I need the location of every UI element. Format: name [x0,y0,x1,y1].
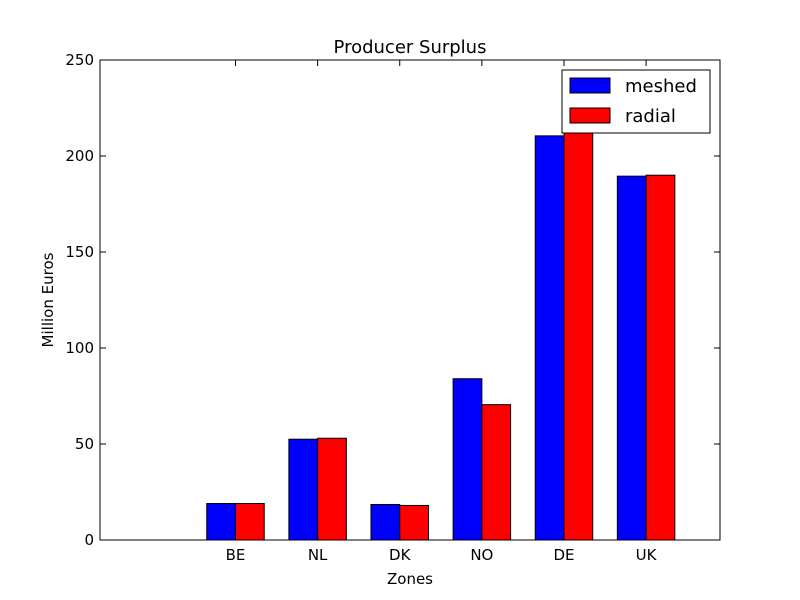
x-tick-label: DE [553,546,574,564]
x-tick-label: BE [226,546,246,564]
x-tick-label: NO [470,546,493,564]
y-tick-label: 0 [84,531,94,549]
bar-meshed-DK [370,503,401,541]
legend-swatch-meshed [569,77,611,94]
y-tick-label: 50 [75,435,94,453]
x-tick-label: DK [389,546,412,564]
x-axis: BE NL DK NO DE UK [226,60,658,564]
bar-radial-NO [481,404,512,541]
x-tick-label: UK [636,546,658,564]
bar-meshed-UK [616,175,647,541]
bar-meshed-NL [288,438,319,541]
y-axis-label: Million Euros [39,252,57,347]
bar-radial-BE [234,503,265,541]
bar-meshed-NO [452,378,483,541]
legend-swatch-radial [569,107,611,124]
y-axis: 0 50 100 150 200 250 [65,51,720,549]
bar-meshed-BE [206,503,236,541]
y-tick-label: 100 [65,339,94,357]
bars-group [206,118,676,541]
y-tick-label: 200 [65,147,94,165]
legend: meshed radial [561,69,711,134]
y-tick-label: 150 [65,243,94,261]
x-tick-label: NL [308,546,328,564]
bar-radial-DK [399,504,429,541]
legend-label-radial: radial [625,106,676,127]
bar-meshed-DE [534,135,565,541]
bar-radial-NL [317,437,347,541]
x-axis-label: Zones [387,570,433,588]
y-tick-label: 250 [65,51,94,69]
chart-title: Producer Surplus [334,37,487,58]
plot-frame [99,59,721,541]
legend-label-meshed: meshed [625,76,697,97]
bar-radial-DE [563,118,594,541]
bar-radial-UK [645,174,676,541]
